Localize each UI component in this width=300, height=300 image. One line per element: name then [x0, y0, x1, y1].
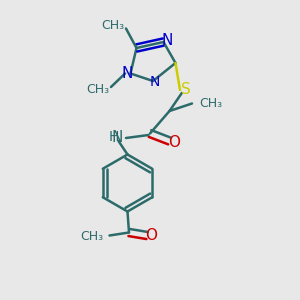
Text: S: S — [181, 82, 190, 98]
Text: CH₃: CH₃ — [86, 83, 110, 96]
Text: CH₃: CH₃ — [200, 97, 223, 110]
Text: O: O — [168, 135, 180, 150]
Text: N: N — [149, 76, 160, 89]
Text: O: O — [146, 228, 158, 243]
Text: CH₃: CH₃ — [80, 230, 104, 243]
Text: N: N — [121, 66, 133, 81]
Text: N: N — [111, 130, 122, 145]
Text: H: H — [109, 130, 119, 144]
Text: N: N — [161, 33, 173, 48]
Text: CH₃: CH₃ — [101, 19, 124, 32]
